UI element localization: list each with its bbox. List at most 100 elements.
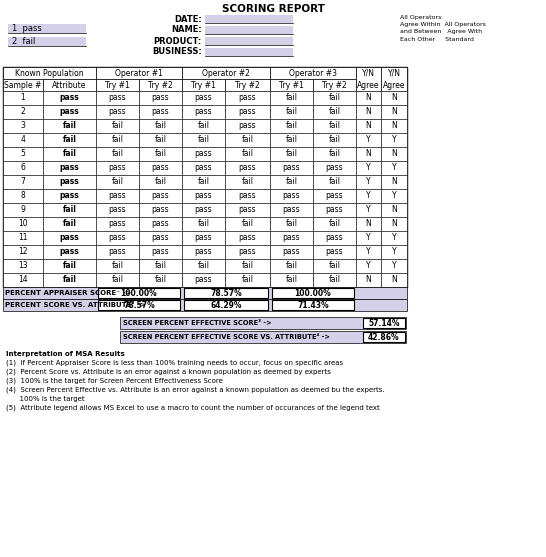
Text: Attribute: Attribute: [52, 81, 87, 90]
Text: 13: 13: [18, 261, 28, 271]
Bar: [225, 119, 270, 133]
Text: pass: pass: [195, 94, 212, 102]
Text: Operator #1: Operator #1: [115, 69, 163, 77]
Text: fail: fail: [329, 149, 341, 159]
Bar: [43, 273, 96, 287]
Text: Y/N: Y/N: [388, 69, 401, 77]
Bar: [3, 259, 43, 273]
Text: fail: fail: [111, 149, 123, 159]
Bar: [225, 217, 270, 231]
Bar: [272, 288, 354, 298]
Bar: [139, 217, 182, 231]
Text: Interpretation of MSA Results: Interpretation of MSA Results: [6, 351, 124, 357]
Bar: [43, 133, 96, 147]
Text: pass: pass: [239, 94, 256, 102]
Bar: [225, 91, 270, 105]
Text: fail: fail: [63, 149, 76, 159]
Text: fail: fail: [286, 94, 298, 102]
Bar: [3, 79, 43, 91]
Bar: [356, 91, 381, 105]
Text: (3)  100% is the target for Screen Percent Effectiveness Score: (3) 100% is the target for Screen Percen…: [6, 378, 223, 384]
Text: pass: pass: [152, 108, 169, 116]
Text: fail: fail: [63, 135, 76, 144]
Text: fail: fail: [241, 135, 253, 144]
Text: fail: fail: [286, 135, 298, 144]
Text: 8: 8: [21, 192, 25, 201]
Text: Try #1: Try #1: [105, 81, 130, 90]
Text: PERCENT APPRAISER SCORE⁻ ->: PERCENT APPRAISER SCORE⁻ ->: [5, 290, 131, 296]
Text: pass: pass: [325, 192, 343, 201]
Bar: [270, 189, 313, 203]
Bar: [43, 91, 96, 105]
Text: PRODUCT:: PRODUCT:: [154, 37, 202, 46]
Bar: [182, 273, 225, 287]
Bar: [272, 300, 354, 310]
Text: fail: fail: [329, 94, 341, 102]
Text: pass: pass: [239, 206, 256, 214]
Bar: [3, 273, 43, 287]
Bar: [313, 203, 356, 217]
Bar: [205, 26, 293, 34]
Bar: [356, 217, 381, 231]
Bar: [381, 105, 407, 119]
Text: fail: fail: [198, 219, 210, 228]
Text: 100% is the target: 100% is the target: [6, 396, 85, 402]
Text: pass: pass: [152, 219, 169, 228]
Bar: [270, 175, 313, 189]
Bar: [96, 79, 139, 91]
Bar: [182, 79, 225, 91]
Bar: [313, 161, 356, 175]
Text: pass: pass: [109, 164, 126, 173]
Bar: [139, 105, 182, 119]
Text: Operator #2: Operator #2: [202, 69, 250, 77]
Bar: [356, 119, 381, 133]
Text: N: N: [366, 149, 371, 159]
Text: pass: pass: [239, 192, 256, 201]
Bar: [43, 105, 96, 119]
Text: (5)  Attribute legend allows MS Excel to use a macro to count the number of occu: (5) Attribute legend allows MS Excel to …: [6, 405, 380, 411]
Bar: [356, 189, 381, 203]
Text: 11: 11: [18, 233, 28, 242]
Bar: [270, 147, 313, 161]
Bar: [139, 259, 182, 273]
Text: pass: pass: [195, 206, 212, 214]
Text: pass: pass: [109, 94, 126, 102]
Bar: [225, 273, 270, 287]
Text: fail: fail: [329, 261, 341, 271]
Text: fail: fail: [241, 178, 253, 187]
Text: pass: pass: [152, 94, 169, 102]
Text: pass: pass: [195, 247, 212, 257]
Bar: [182, 67, 270, 79]
Bar: [96, 105, 139, 119]
Text: N: N: [366, 121, 371, 130]
Bar: [3, 67, 407, 287]
Text: fail: fail: [329, 178, 341, 187]
Text: 100.00%: 100.00%: [121, 289, 157, 297]
Text: (4)  Screen Percent Effective vs. Attribute is an error against a known populati: (4) Screen Percent Effective vs. Attribu…: [6, 387, 384, 393]
Text: fail: fail: [63, 206, 76, 214]
Bar: [270, 161, 313, 175]
Text: Y: Y: [366, 164, 371, 173]
Bar: [381, 161, 407, 175]
Text: N: N: [366, 276, 371, 285]
Text: Known Population: Known Population: [15, 69, 84, 77]
Bar: [313, 119, 356, 133]
Text: fail: fail: [111, 178, 123, 187]
Text: fail: fail: [155, 276, 167, 285]
Bar: [3, 119, 43, 133]
Bar: [182, 119, 225, 133]
Bar: [3, 231, 43, 245]
Text: fail: fail: [198, 135, 210, 144]
Text: Y: Y: [391, 247, 396, 257]
Text: pass: pass: [152, 233, 169, 242]
Bar: [96, 273, 139, 287]
Text: fail: fail: [63, 121, 76, 130]
Bar: [313, 231, 356, 245]
Text: N: N: [391, 121, 397, 130]
Text: Y: Y: [391, 233, 396, 242]
Text: Y/N: Y/N: [362, 69, 375, 77]
Bar: [182, 189, 225, 203]
Text: pass: pass: [152, 247, 169, 257]
Bar: [313, 91, 356, 105]
Text: pass: pass: [109, 206, 126, 214]
